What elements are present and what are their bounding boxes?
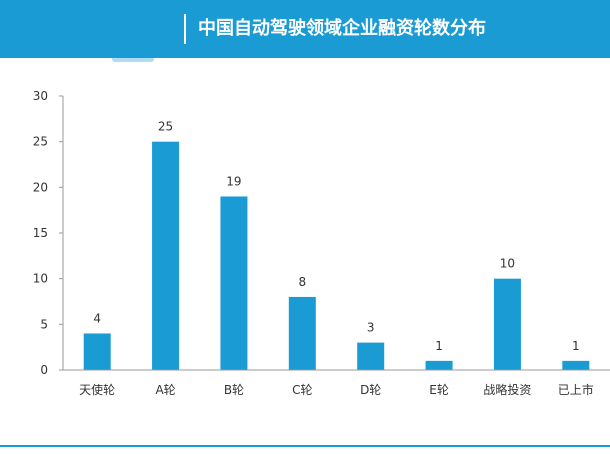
- bar: [83, 333, 111, 370]
- bar: [288, 296, 316, 370]
- x-tick-label: A轮: [155, 383, 175, 397]
- x-tick-label: B轮: [224, 383, 244, 397]
- y-tick-label: 30: [33, 89, 48, 103]
- bar: [493, 278, 521, 370]
- x-tick-label: E轮: [429, 383, 449, 397]
- y-tick-label: 20: [33, 180, 48, 194]
- page-title: 中国自动驾驶领域企业融资轮数分布: [198, 18, 486, 39]
- x-tick-label: 已上市: [558, 382, 594, 397]
- x-axis: 天使轮 A轮 B轮 C轮 D轮 E轮 战略投资 已上市: [63, 369, 610, 397]
- bar: [357, 342, 385, 370]
- data-label: 1: [572, 339, 580, 353]
- x-tick-label: D轮: [360, 383, 381, 397]
- data-label: 19: [226, 174, 241, 188]
- y-tick-label: 5: [40, 317, 48, 331]
- x-tick-label: C轮: [292, 383, 312, 397]
- bar: [562, 360, 590, 370]
- x-tick-label: 天使轮: [79, 382, 115, 397]
- data-label: 8: [298, 275, 306, 289]
- y-tick-label: 15: [33, 226, 48, 240]
- data-label: 4: [93, 311, 101, 325]
- bar: [152, 141, 180, 370]
- y-tick-label: 0: [40, 363, 48, 377]
- bar: [425, 360, 453, 370]
- y-tick-label: 10: [33, 272, 48, 286]
- y-axis: 0 5 10 15 20 25 30: [33, 89, 64, 377]
- header-divider: [184, 14, 186, 44]
- data-label: 25: [158, 120, 173, 134]
- bar: [220, 196, 248, 370]
- bars: 4 25 19 8 3 1 10 1: [83, 120, 590, 370]
- x-tick-label: 战略投资: [483, 382, 531, 397]
- footer-line: [0, 445, 610, 447]
- data-label: 10: [500, 257, 515, 271]
- data-label: 3: [367, 321, 375, 335]
- y-tick-label: 25: [33, 135, 48, 149]
- header-band: [0, 0, 610, 58]
- data-label: 1: [435, 339, 443, 353]
- header-decoration: [112, 56, 154, 62]
